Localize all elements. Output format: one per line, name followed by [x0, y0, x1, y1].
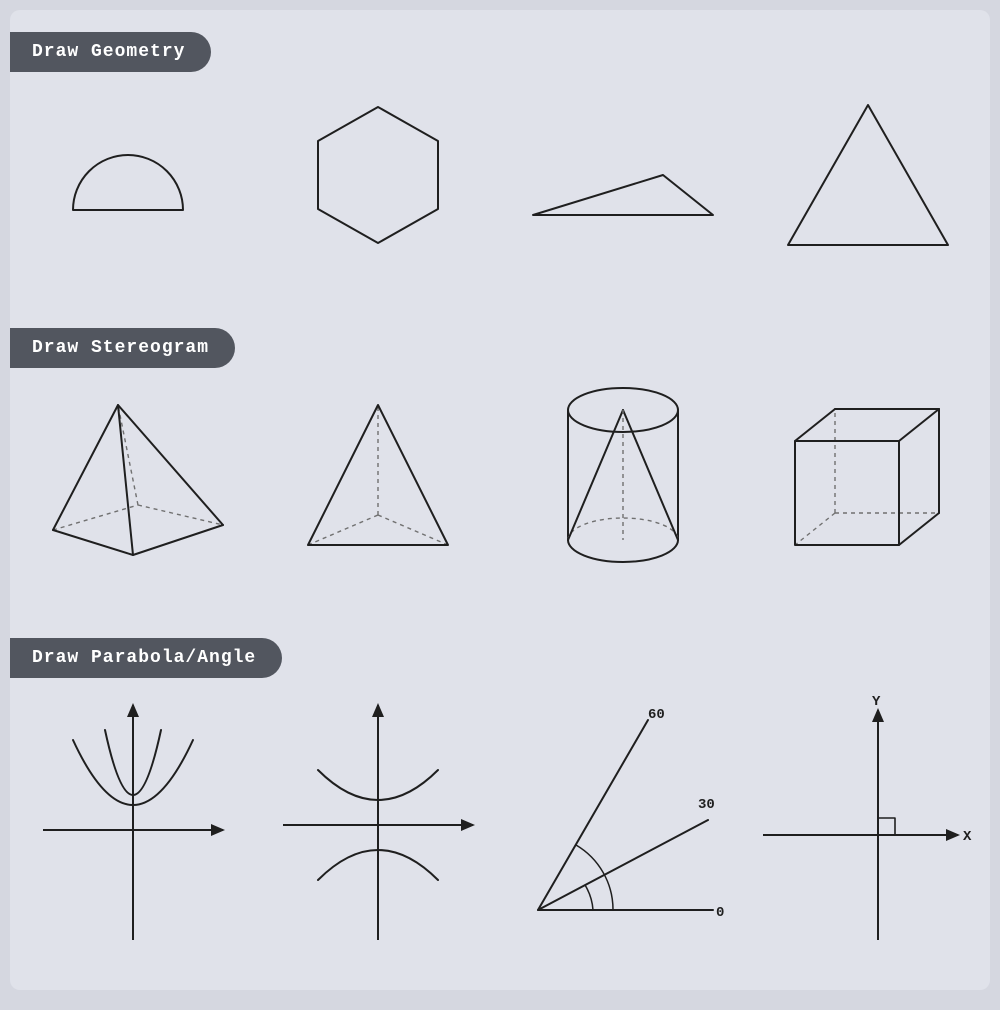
section-label-geometry: Draw Geometry — [10, 32, 211, 72]
shape-xy-axes: X Y — [758, 690, 978, 950]
angle-label-60: 60 — [648, 707, 665, 723]
shape-angles: 60 30 0 — [513, 690, 733, 950]
shape-tetrahedron — [268, 380, 488, 570]
row-stereogram — [10, 380, 990, 570]
shape-cube — [758, 380, 978, 570]
axis-label-y: Y — [872, 694, 881, 710]
axis-label-x: X — [963, 829, 972, 845]
angle-label-30: 30 — [698, 797, 715, 813]
shape-scalene-triangle — [513, 80, 733, 270]
diagram-canvas: Draw Geometry Draw Stereogram Draw Parab… — [10, 10, 990, 990]
shape-parabolas — [23, 690, 243, 950]
shape-semicircle — [23, 80, 243, 270]
shape-hexagon — [268, 80, 488, 270]
row-parabola: 60 30 0 X Y — [10, 690, 990, 950]
section-label-stereogram: Draw Stereogram — [10, 328, 235, 368]
shape-cylinder-cone — [513, 380, 733, 570]
section-label-parabola: Draw Parabola/Angle — [10, 638, 282, 678]
shape-triangle — [758, 80, 978, 270]
row-geometry — [10, 80, 990, 270]
shape-square-pyramid — [23, 380, 243, 570]
shape-hyperbola — [268, 690, 488, 950]
angle-label-0: 0 — [716, 905, 724, 921]
